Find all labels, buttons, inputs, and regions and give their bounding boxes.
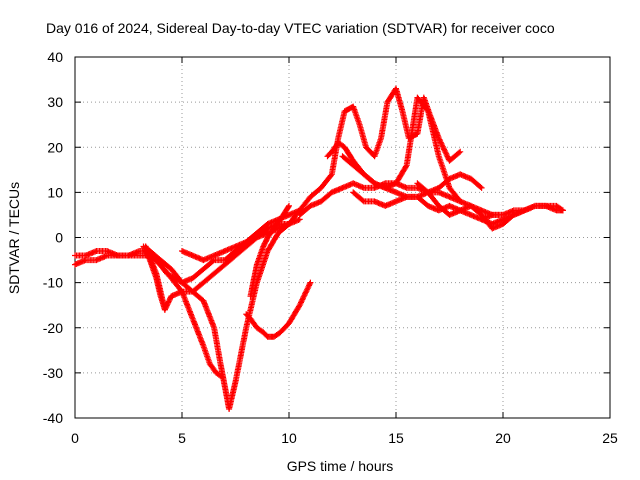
y-tick-label: 10 xyxy=(47,184,63,200)
y-tick-labels: -40 -30 -20 -10 0 10 20 30 40 xyxy=(43,49,63,426)
series-track-8 xyxy=(179,221,292,264)
data-point-markers xyxy=(243,279,314,340)
series-track-15 xyxy=(478,202,566,223)
y-tick-label: -30 xyxy=(43,365,63,381)
grid xyxy=(75,57,610,418)
series-track-11 xyxy=(296,180,506,218)
series-track-14 xyxy=(350,171,485,209)
data-point-markers xyxy=(478,202,566,223)
x-tick-label: 5 xyxy=(178,430,186,446)
axis-ticks xyxy=(74,56,611,419)
y-tick-label: -20 xyxy=(43,320,63,336)
x-tick-label: 0 xyxy=(71,430,79,446)
data-series xyxy=(72,85,566,412)
y-tick-label: 40 xyxy=(47,49,63,65)
data-point-markers xyxy=(179,221,292,264)
x-tick-label: 25 xyxy=(602,430,618,446)
y-axis-label: SDTVAR / TECUs xyxy=(6,182,22,294)
series-track-6 xyxy=(243,279,314,340)
y-tick-label: -40 xyxy=(43,410,63,426)
chart-title: Day 016 of 2024, Sidereal Day-to-day VTE… xyxy=(46,20,555,36)
y-tick-label: -10 xyxy=(43,275,63,291)
x-axis-label: GPS time / hours xyxy=(287,458,394,474)
data-point-markers xyxy=(296,180,506,218)
y-tick-label: 0 xyxy=(55,230,63,246)
x-tick-label: 10 xyxy=(281,430,297,446)
x-tick-label: 15 xyxy=(388,430,404,446)
x-tick-labels: 0 5 10 15 20 25 xyxy=(71,430,618,446)
x-tick-label: 20 xyxy=(495,430,511,446)
data-point-markers xyxy=(350,171,485,209)
y-tick-label: 30 xyxy=(47,94,63,110)
y-tick-label: 20 xyxy=(47,139,63,155)
